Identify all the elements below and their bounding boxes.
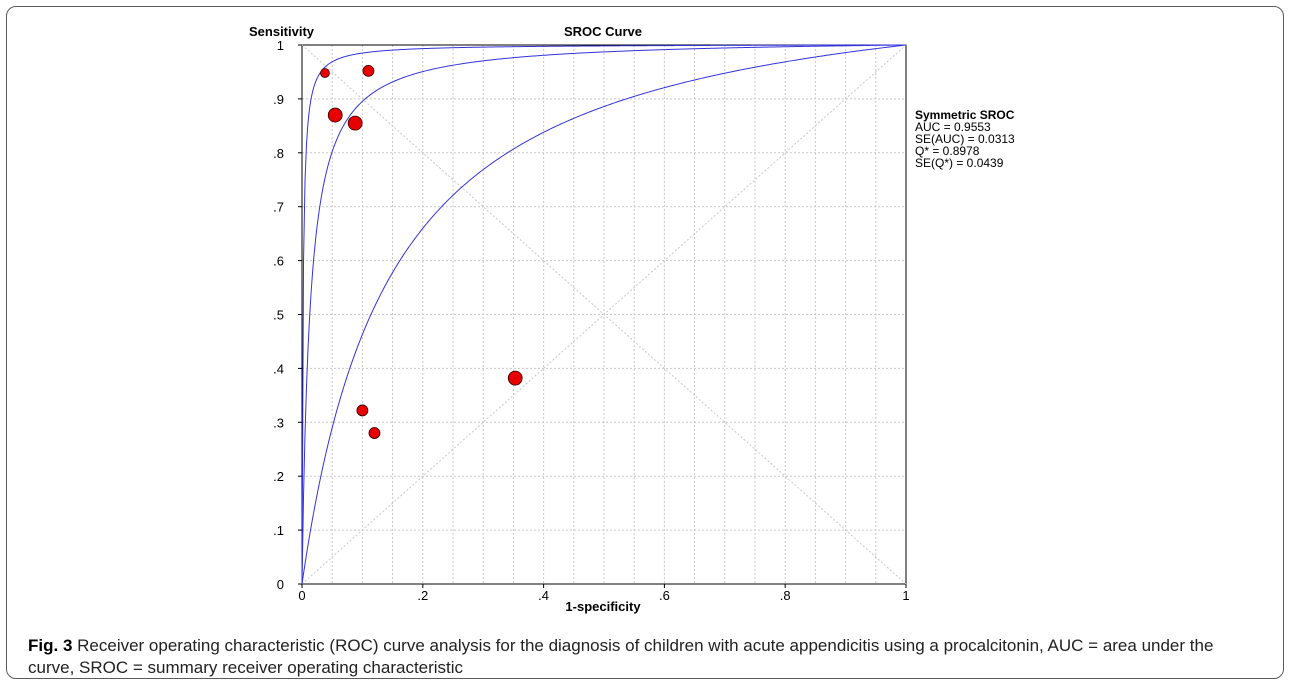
study-point bbox=[320, 68, 330, 78]
sroc-curve-estimate bbox=[301, 44, 907, 585]
x-tick-label: .6 bbox=[659, 588, 670, 603]
axis-ticks: 0 .2 .4 .6 .8 1 0 .1 .2 .3 .4 .5 .6 .7 .8 .9 1 bbox=[273, 38, 909, 603]
chart-title: SROC Curve bbox=[564, 24, 642, 39]
study-point bbox=[347, 115, 363, 131]
study-point bbox=[327, 107, 343, 123]
sroc-stats-box: Symmetric SROC AUC = 0.9553 SE(AUC) = 0.… bbox=[915, 109, 1015, 169]
study-point bbox=[356, 404, 369, 417]
sroc-curve-lower-bound bbox=[301, 44, 907, 585]
sroc-curve-upper-bound bbox=[301, 44, 906, 585]
study-point bbox=[362, 64, 375, 77]
y-tick-label: .1 bbox=[273, 523, 284, 538]
x-axis-label: 1-specificity bbox=[565, 599, 641, 614]
y-tick-label: .9 bbox=[273, 92, 284, 107]
x-tick-label: 1 bbox=[902, 588, 909, 603]
y-axis-label: Sensitivity bbox=[249, 24, 315, 39]
sroc-curves bbox=[301, 44, 907, 585]
x-tick-label: 0 bbox=[298, 588, 305, 603]
figure-label: Fig. 3 bbox=[28, 636, 73, 655]
x-tick-label: .4 bbox=[538, 588, 549, 603]
y-tick-label: 1 bbox=[277, 38, 284, 53]
stats-se-auc: SE(AUC) = 0.0313 bbox=[915, 132, 1015, 146]
study-point bbox=[507, 370, 523, 386]
anti-diagonal-reference-line bbox=[301, 44, 907, 585]
stats-q-star: Q* = 0.8978 bbox=[915, 144, 980, 158]
y-tick-label: 0 bbox=[277, 577, 284, 592]
y-tick-label: .6 bbox=[273, 254, 284, 269]
stats-auc: AUC = 0.9553 bbox=[915, 120, 991, 134]
study-point bbox=[368, 427, 381, 439]
y-tick-label: .8 bbox=[273, 146, 284, 161]
y-tick-label: .4 bbox=[273, 361, 284, 376]
y-tick-label: .3 bbox=[273, 415, 284, 430]
stats-title: Symmetric SROC bbox=[915, 108, 1015, 122]
caption-text: Receiver operating characteristic (ROC) … bbox=[28, 636, 1214, 677]
study-points bbox=[320, 64, 523, 439]
stats-se-q-star: SE(Q*) = 0.0439 bbox=[915, 156, 1004, 170]
y-tick-label: .2 bbox=[273, 469, 284, 484]
figure-frame bbox=[6, 6, 1284, 679]
reference-lines bbox=[301, 44, 907, 585]
y-tick-label: .7 bbox=[273, 200, 284, 215]
x-tick-label: .8 bbox=[780, 588, 791, 603]
sroc-chart: 0 .2 .4 .6 .8 1 0 .1 .2 .3 .4 .5 .6 .7 .8 .9 1 Sensitivi… bbox=[249, 24, 910, 614]
y-tick-label: .5 bbox=[273, 308, 284, 323]
figure-caption: Fig. 3 Receiver operating characteristic… bbox=[28, 635, 1228, 679]
x-tick-label: .2 bbox=[417, 588, 428, 603]
